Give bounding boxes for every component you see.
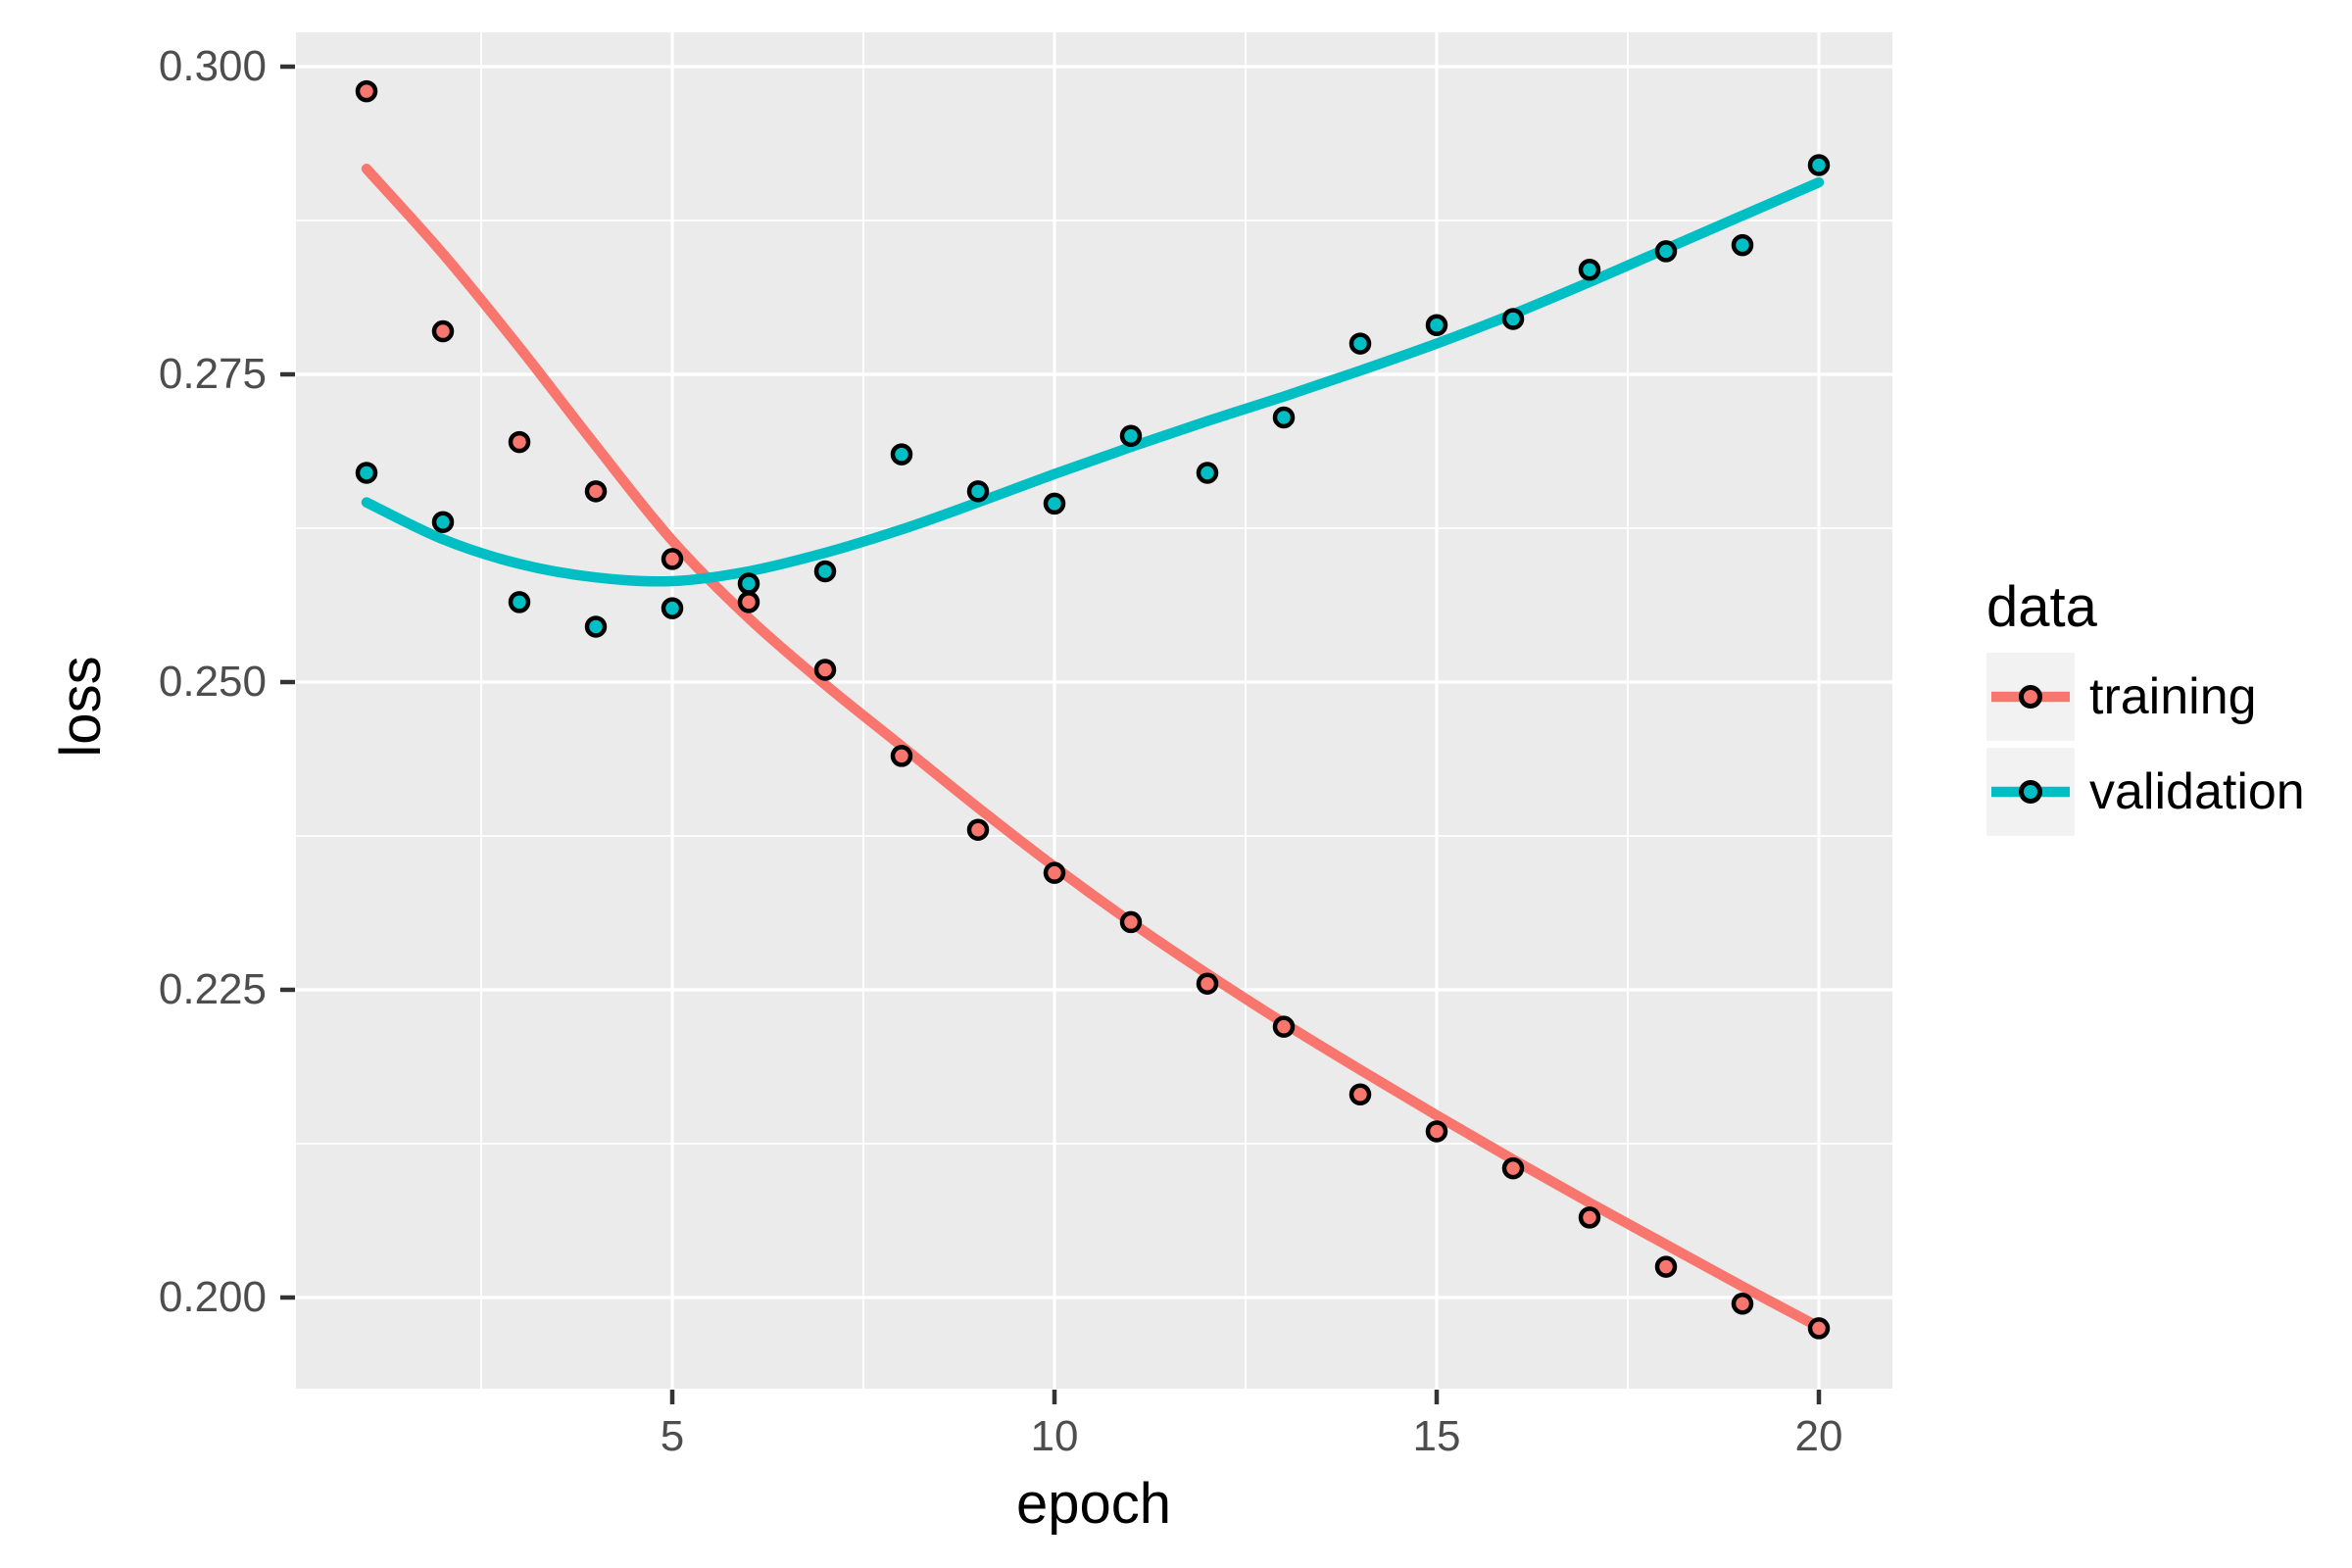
data-point-training	[584, 480, 608, 503]
legend-key-validation	[1986, 748, 2075, 836]
legend-title: data	[1986, 575, 2097, 639]
data-point-training	[1731, 1293, 1754, 1315]
data-point-training	[1348, 1083, 1372, 1106]
data-point-validation	[1119, 424, 1143, 448]
training-key-icon	[1991, 685, 2070, 709]
data-point-validation	[1654, 240, 1678, 263]
legend-label-training: training	[2089, 668, 2257, 725]
x-tick-label: 5	[660, 1412, 685, 1460]
data-point-training	[1807, 1317, 1831, 1340]
data-point-training	[431, 319, 455, 343]
data-point-training	[1654, 1255, 1678, 1278]
data-point-training	[1501, 1156, 1525, 1180]
data-point-training	[508, 430, 531, 454]
x-tick-label: 20	[1794, 1412, 1843, 1460]
data-point-training	[1578, 1206, 1601, 1229]
data-point-training	[1425, 1120, 1448, 1143]
data-point-validation	[737, 572, 760, 595]
x-axis-title: epoch	[1015, 1472, 1172, 1536]
data-point-training	[1043, 861, 1066, 884]
validation-key-icon	[1991, 780, 2070, 804]
data-point-training	[813, 659, 837, 681]
data-point-validation	[584, 615, 608, 638]
data-point-training	[661, 548, 684, 570]
data-point-validation	[1272, 406, 1296, 429]
x-tick-label: 10	[1030, 1412, 1079, 1460]
data-point-validation	[1043, 492, 1066, 515]
y-axis-title: loss	[49, 656, 113, 758]
data-point-validation	[1578, 258, 1601, 281]
data-point-training	[890, 745, 913, 767]
legend-label-validation: validation	[2089, 763, 2305, 820]
data-point-validation	[966, 480, 990, 503]
data-point-validation	[890, 443, 913, 466]
data-point-validation	[355, 462, 378, 484]
y-tick-label: 0.225	[158, 965, 267, 1013]
y-tick-label: 0.275	[158, 350, 267, 398]
data-point-training	[737, 591, 760, 613]
plot-panel	[296, 32, 1892, 1389]
data-point-validation	[1501, 308, 1525, 330]
legend-key-training	[1986, 653, 2075, 741]
data-point-validation	[1196, 462, 1219, 484]
data-point-validation	[661, 597, 684, 619]
data-point-validation	[813, 560, 837, 583]
data-point-training	[966, 818, 990, 841]
data-point-validation	[1425, 314, 1448, 337]
training-key-marker	[2019, 685, 2042, 709]
validation-key-marker	[2019, 780, 2042, 804]
smooth-line-validation	[361, 176, 1825, 587]
data-point-training	[1272, 1015, 1296, 1038]
data-point-training	[1196, 972, 1219, 995]
y-tick-label: 0.300	[158, 42, 267, 90]
x-tick-label: 15	[1412, 1412, 1461, 1460]
y-tick-label: 0.200	[158, 1273, 267, 1321]
data-point-validation	[1807, 154, 1831, 176]
data-point-training	[355, 79, 378, 103]
data-point-validation	[1731, 233, 1754, 257]
data-point-validation	[508, 591, 531, 613]
data-point-training	[1119, 910, 1143, 934]
data-point-validation	[1348, 332, 1372, 355]
y-tick-label: 0.250	[158, 658, 267, 706]
data-point-validation	[431, 511, 455, 533]
